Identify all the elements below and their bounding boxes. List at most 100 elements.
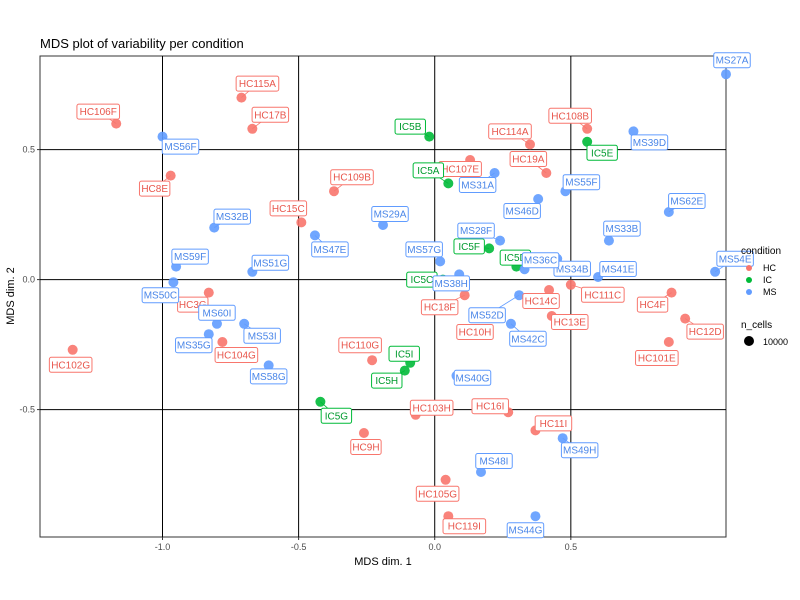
label-box-ms32b: [213, 208, 251, 225]
legend-label-ms: MS: [763, 287, 777, 297]
x-tick-label: -1.0: [155, 542, 171, 552]
point-label-ms41e: MS41E: [602, 265, 635, 276]
point-label-ms55f: MS55F: [565, 178, 597, 189]
label-box-hc9h: [350, 439, 382, 455]
point-ms58g: [263, 360, 274, 371]
point-label-ic5a: IC5A: [417, 166, 440, 177]
point-label-ms54e: MS54E: [719, 254, 752, 265]
point-labels: HC106F HC115A HC17B HC8E HC15C HC109B HC107E HC…: [48, 52, 754, 539]
label-box-hc111c: [581, 286, 625, 303]
point-hc3g: [203, 287, 214, 298]
label-box-ms60i: [198, 304, 236, 321]
point-label-ic5b: IC5B: [399, 122, 422, 133]
label-box-hc101e: [635, 350, 679, 366]
point-label-ic5c: IC5C: [410, 275, 433, 286]
label-box-ms44g: [506, 522, 545, 539]
point-label-ms52d: MS52D: [470, 311, 503, 322]
label-box-hc108b: [548, 107, 592, 124]
point-ms50c: [168, 277, 179, 288]
label-box-ms62e: [668, 193, 706, 209]
point-label-hc12d: HC12D: [689, 327, 722, 338]
label-box-hc8e: [138, 180, 171, 197]
point-label-ms40g: MS40G: [456, 373, 490, 384]
label-box-ic5h: [371, 372, 403, 389]
label-box-ms27a: [713, 52, 751, 69]
point-label-hc3g: HC3G: [179, 300, 207, 311]
point-label-hc14c: HC14C: [525, 297, 558, 308]
label-box-ms56f: [161, 138, 200, 155]
point-label-hc15c: HC15C: [272, 204, 305, 215]
label-box-ms41e: [599, 261, 637, 277]
label-box-hc12d: [686, 323, 724, 340]
point-label-ms27a: MS27A: [716, 56, 749, 67]
label-box-ms58g: [249, 368, 288, 385]
point-ms46d: [533, 194, 544, 204]
point-label-ms32b: MS32B: [216, 212, 249, 223]
point-label-hc4f: HC4F: [639, 300, 665, 311]
label-box-hc16i: [471, 398, 509, 415]
legend-size-label: 10000: [763, 337, 788, 347]
label-box-ms35g: [175, 337, 213, 354]
point-label-hc19a: HC19A: [512, 155, 545, 166]
point-label-ms50c: MS50C: [144, 291, 177, 302]
point-label-ms33b: MS33B: [606, 224, 639, 235]
label-box-hc11i: [534, 415, 573, 432]
label-box-hc13e: [551, 314, 589, 330]
label-box-ms52d: [468, 307, 506, 324]
point-label-ms59f: MS59F: [174, 252, 206, 263]
point-label-ic5i: IC5I: [395, 349, 413, 360]
point-label-ms38h: MS38H: [435, 279, 468, 290]
label-box-ms53i: [243, 327, 281, 344]
x-tick-label: 0.0: [428, 542, 441, 552]
label-box-ms54e: [716, 250, 754, 267]
label-box-ms48i: [475, 453, 513, 469]
point-label-hc104g: HC104G: [217, 351, 256, 362]
label-box-ic5f: [453, 238, 485, 255]
point-ms48i: [476, 467, 486, 477]
label-box-ms42c: [509, 330, 547, 347]
point-label-hc13e: HC13E: [554, 318, 587, 329]
point-hc101e: [663, 337, 674, 347]
point-label-ms48i: MS48I: [480, 457, 509, 468]
legend-color-items: HC IC MS: [746, 263, 777, 297]
label-box-hc105g: [415, 485, 460, 502]
label-box-hc17b: [251, 106, 290, 123]
point-hc9h: [358, 428, 369, 438]
x-tick-label: -0.5: [291, 542, 307, 552]
point-label-ms51g: MS51G: [253, 258, 287, 269]
label-box-ms39d: [630, 134, 669, 151]
point-hc110g: [367, 355, 378, 366]
label-box-ms47e: [311, 241, 349, 258]
label-box-hc15c: [269, 200, 308, 217]
point-label-ms46d: MS46D: [505, 207, 538, 218]
label-box-hc110g: [338, 337, 382, 354]
point-hc106f: [111, 118, 122, 129]
point-label-hc105g: HC105G: [418, 489, 457, 500]
y-axis-title: MDS dim. 2: [5, 267, 17, 324]
legend-label-hc: HC: [763, 263, 776, 273]
point-label-ms49h: MS49H: [563, 446, 596, 457]
label-box-hc114a: [488, 123, 532, 140]
point-label-ms36c: MS36C: [524, 256, 557, 267]
point-label-hc18f: HC18F: [424, 303, 456, 314]
point-ms27a: [721, 69, 731, 80]
point-label-hc11i: HC11I: [540, 419, 568, 430]
label-box-ms46d: [503, 203, 541, 219]
label-box-ms49h: [560, 442, 599, 459]
point-label-hc16i: HC16I: [476, 402, 504, 413]
point-ms57g: [435, 256, 446, 267]
label-box-ic5e: [586, 144, 618, 161]
point-ms29a: [378, 220, 388, 230]
label-box-ms40g: [453, 369, 492, 386]
point-ic5e: [582, 136, 593, 147]
point-label-ic5d: IC5D: [504, 253, 527, 264]
point-label-ic5g: IC5G: [325, 411, 349, 422]
point-label-hc107e: HC107E: [441, 165, 479, 176]
point-label-hc114a: HC114A: [491, 127, 528, 138]
legend-key-hc: [746, 265, 752, 271]
y-tick-label: -0.5: [19, 405, 35, 415]
point-label-hc115a: HC115A: [239, 79, 276, 90]
label-box-hc109b: [330, 169, 374, 186]
label-box-hc19a: [509, 151, 548, 167]
label-box-hc119i: [442, 518, 487, 535]
